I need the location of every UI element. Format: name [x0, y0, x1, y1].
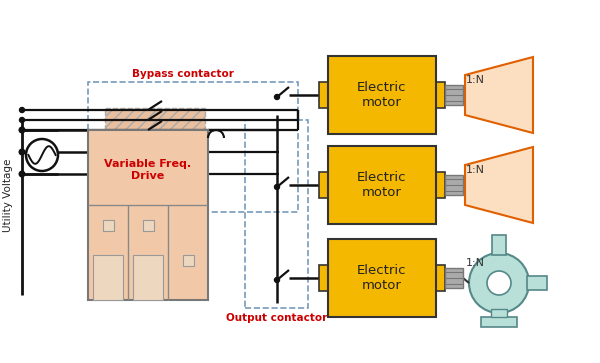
Bar: [445, 268, 463, 288]
Text: 1:N: 1:N: [466, 258, 485, 268]
Bar: [445, 85, 463, 105]
Bar: [103, 220, 113, 231]
Polygon shape: [465, 147, 533, 223]
Bar: [492, 235, 506, 255]
Bar: [319, 265, 328, 291]
Circle shape: [469, 253, 529, 313]
Text: 1:N: 1:N: [466, 165, 485, 175]
Bar: [88, 82, 298, 212]
Text: Electric
motor: Electric motor: [357, 264, 407, 292]
Bar: [88, 130, 208, 300]
Bar: [105, 108, 205, 193]
Circle shape: [19, 127, 25, 133]
Circle shape: [19, 118, 25, 122]
Bar: [436, 172, 445, 198]
Circle shape: [275, 184, 280, 189]
Circle shape: [487, 271, 511, 295]
Circle shape: [275, 277, 280, 282]
Bar: [328, 239, 436, 317]
Bar: [143, 220, 154, 231]
Bar: [182, 255, 193, 266]
Bar: [481, 317, 517, 327]
Circle shape: [19, 149, 25, 155]
Bar: [319, 82, 328, 108]
Bar: [319, 172, 328, 198]
Circle shape: [19, 107, 25, 113]
Text: Electric
motor: Electric motor: [357, 171, 407, 199]
Bar: [245, 120, 308, 308]
Text: Variable Freq.
Drive: Variable Freq. Drive: [116, 140, 194, 161]
Text: Variable Freq.
Drive: Variable Freq. Drive: [104, 159, 191, 181]
Bar: [133, 255, 163, 300]
Bar: [328, 56, 436, 134]
Circle shape: [19, 127, 25, 132]
Circle shape: [26, 139, 58, 171]
Bar: [491, 309, 507, 317]
Bar: [436, 265, 445, 291]
Polygon shape: [465, 57, 533, 133]
Text: Output contactor: Output contactor: [226, 313, 327, 323]
Text: Electric
motor: Electric motor: [357, 81, 407, 109]
Bar: [445, 175, 463, 195]
Circle shape: [275, 94, 280, 99]
Bar: [328, 146, 436, 224]
Text: Bypass contactor: Bypass contactor: [132, 69, 234, 79]
Text: 1:N: 1:N: [466, 75, 485, 85]
Bar: [527, 276, 547, 290]
Bar: [93, 255, 123, 300]
Bar: [436, 82, 445, 108]
Circle shape: [19, 171, 25, 177]
Text: Utility Voltage: Utility Voltage: [3, 158, 13, 232]
